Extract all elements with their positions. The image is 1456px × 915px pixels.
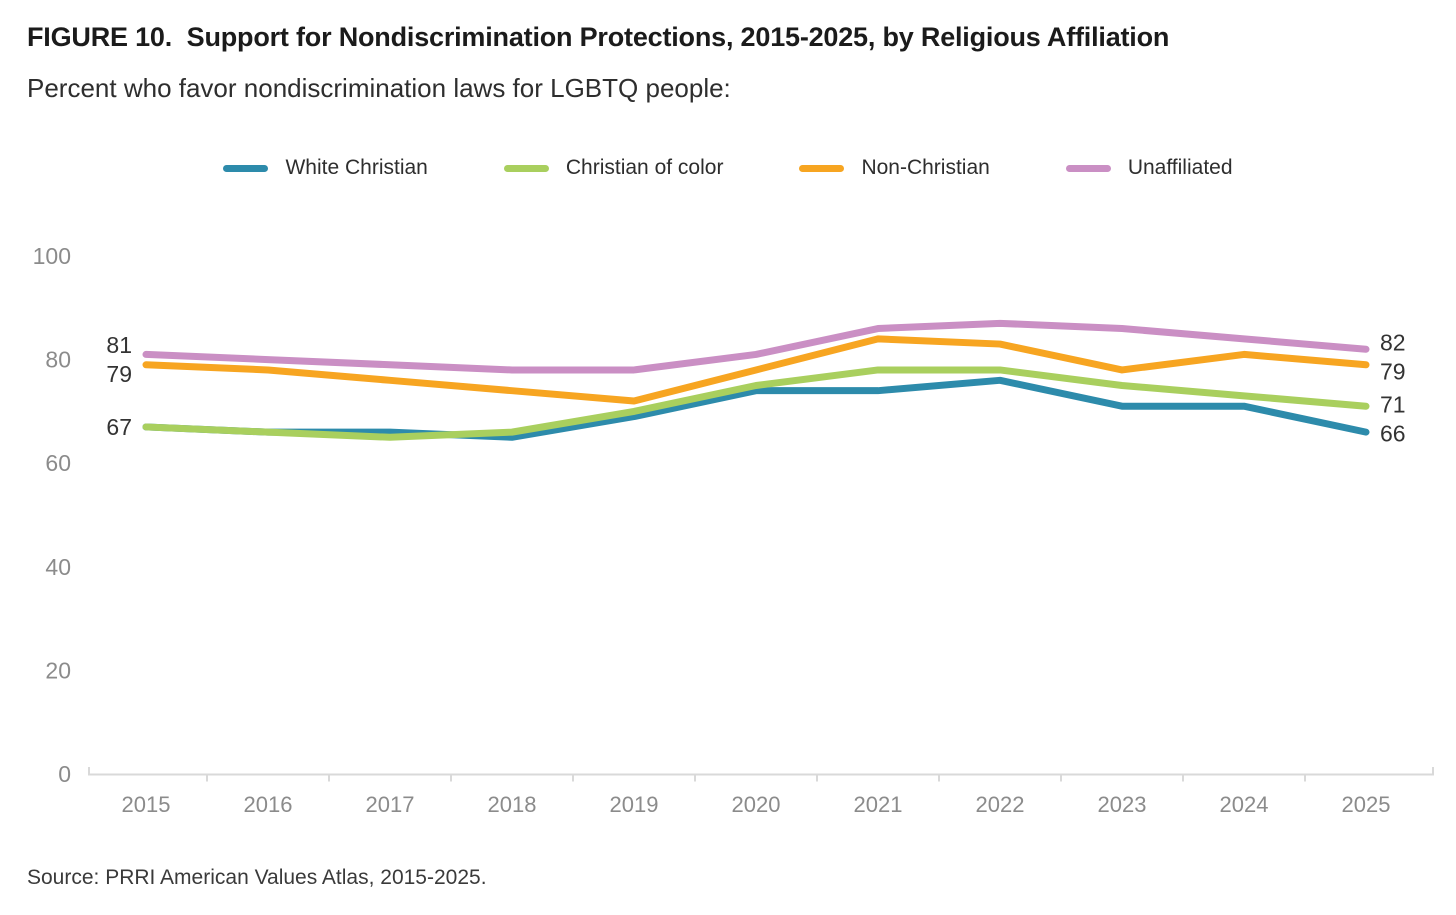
end-value-label: 82: [1380, 330, 1406, 356]
x-axis-year-label: 2024: [1220, 792, 1269, 817]
start-value-label: 67: [106, 414, 132, 440]
figure-subtitle: Percent who favor nondiscrimination laws…: [27, 73, 731, 103]
legend-item-unaffiliated: Unaffiliated: [1065, 156, 1233, 180]
x-axis-year-label: 2018: [488, 792, 537, 817]
x-axis-year-label: 2022: [976, 792, 1025, 817]
start-value-label: 81: [106, 332, 132, 358]
x-axis-year-label: 2025: [1342, 792, 1391, 817]
legend-item-white-christian: White Christian: [223, 156, 428, 180]
legend-swatch-christian-of-color: [503, 164, 549, 172]
legend-label: Christian of color: [565, 156, 724, 179]
y-axis-tick-label: 40: [45, 554, 71, 580]
end-value-label: 79: [1380, 359, 1406, 385]
legend-item-christian-of-color: Christian of color: [503, 156, 724, 180]
x-axis-year-label: 2020: [732, 792, 781, 817]
x-axis-year-label: 2019: [610, 792, 659, 817]
y-axis-tick-label: 0: [58, 761, 71, 787]
y-axis-tick-label: 60: [45, 450, 71, 476]
start-value-label: 79: [106, 361, 132, 387]
series-line-non-christian: [142, 335, 1370, 405]
y-axis-tick-label: 80: [45, 347, 71, 373]
legend-item-non-christian: Non-Christian: [799, 156, 990, 180]
x-axis-year-label: 2015: [122, 792, 171, 817]
legend-label: White Christian: [285, 156, 428, 179]
legend-swatch-non-christian: [799, 164, 845, 172]
source-note: Source: PRRI American Values Atlas, 2015…: [27, 866, 487, 889]
end-value-label: 71: [1380, 392, 1406, 418]
y-axis-tick-label: 100: [33, 243, 71, 269]
legend-swatch-white-christian: [223, 164, 269, 172]
y-axis-tick-label: 20: [45, 657, 71, 683]
legend-label: Non-Christian: [861, 156, 990, 179]
figure-title: FIGURE 10. Support for Nondiscrimination…: [27, 22, 1170, 52]
legend-swatch-unaffiliated: [1065, 164, 1111, 172]
x-axis-year-label: 2017: [366, 792, 415, 817]
series-line-unaffiliated: [142, 319, 1370, 374]
series-line-christian-of-color: [142, 366, 1370, 441]
end-value-label: 66: [1380, 421, 1406, 447]
x-axis-year-label: 2021: [854, 792, 903, 817]
legend-label: Unaffiliated: [1127, 156, 1233, 179]
x-axis-year-label: 2023: [1098, 792, 1147, 817]
chart-legend: White Christian Christian of color Non-Chr…: [0, 156, 1456, 180]
x-axis-year-label: 2016: [244, 792, 293, 817]
